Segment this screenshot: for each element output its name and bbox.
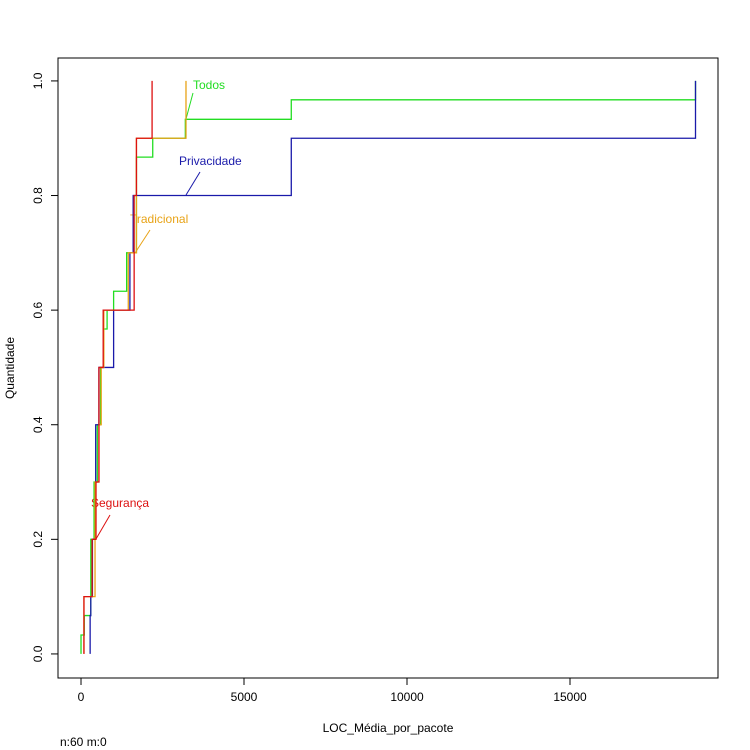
x-tick-label: 0 (78, 690, 85, 704)
y-tick-label: 0.4 (31, 416, 45, 433)
x-tick-label: 15000 (553, 690, 587, 704)
step-line (83, 80, 153, 654)
y-axis-label: Quantidade (3, 337, 17, 399)
x-axis-label: LOC_Média_por_pacote (323, 721, 454, 735)
series-annotation: Todos (193, 78, 225, 92)
y-tick-label: 0.8 (31, 187, 45, 204)
annotation-arrow (134, 229, 151, 254)
annotation-arrow (185, 92, 194, 120)
y-tick-label: 1.0 (31, 72, 45, 89)
series-annotation: Segurança (91, 496, 149, 510)
annotation-arrow (95, 514, 111, 540)
y-tick-label: 0.6 (31, 301, 45, 318)
plot-frame (57, 57, 719, 679)
x-tick-label: 10000 (390, 690, 424, 704)
footnote: n:60 m:0 (60, 735, 107, 749)
y-tick-label: 0.2 (31, 531, 45, 548)
series-annotation: Privacidade (179, 154, 242, 168)
x-tick-label: 5000 (231, 690, 258, 704)
annotations: Todos Privacidade Tradicional Segurança (91, 78, 242, 540)
y-tick-label: 0.0 (31, 645, 45, 662)
series-annotation: Tradicional (130, 212, 188, 226)
step-line (80, 80, 697, 654)
annotation-arrow (185, 171, 201, 196)
